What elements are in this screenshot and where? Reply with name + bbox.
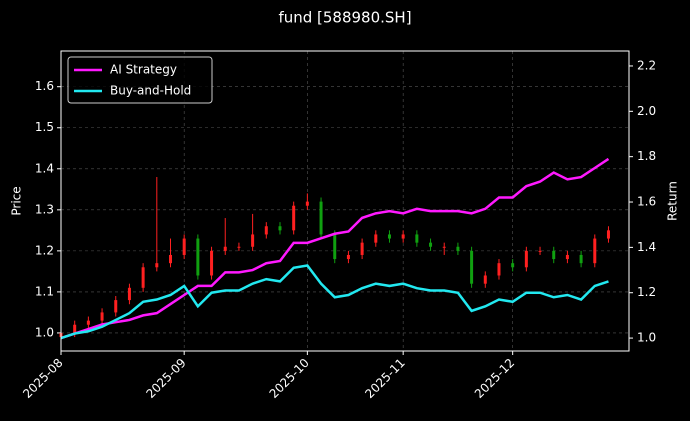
y2-tick-label: 1.2 <box>637 285 656 299</box>
candle-body <box>73 324 77 333</box>
legend: AI Strategy Buy-and-Hold <box>67 56 213 104</box>
candle-body <box>470 250 474 284</box>
candle-body <box>593 238 597 264</box>
plot-frame <box>60 50 630 352</box>
candle-body <box>387 234 391 239</box>
candle-body <box>538 250 542 252</box>
y-tick-label: 1.5 <box>35 120 54 134</box>
candle-body <box>456 246 460 251</box>
candle-body <box>346 254 350 260</box>
y-tick-label: 1.3 <box>35 202 54 216</box>
y-tick-label: 1.1 <box>35 284 54 298</box>
series-line <box>60 264 609 340</box>
legend-label: Buy-and-Hold <box>110 84 191 98</box>
candle-body <box>429 242 433 247</box>
candle-body <box>114 300 118 313</box>
series-line <box>60 157 610 340</box>
candle-body <box>155 263 159 268</box>
candle-body <box>182 238 186 255</box>
candle-body <box>141 267 145 288</box>
chart-title: fund [588980.SH] <box>278 9 411 27</box>
y-tick-label: 1.2 <box>35 243 54 257</box>
candle-body <box>237 246 241 248</box>
candle-body <box>305 201 309 206</box>
y2-tick-label: 1.6 <box>637 195 656 209</box>
y2-tick-label: 1.8 <box>637 149 656 163</box>
legend-box <box>67 56 213 104</box>
candle-body <box>511 263 515 268</box>
candle-body <box>524 250 528 268</box>
candle-body <box>210 250 214 276</box>
candle-body <box>319 201 323 235</box>
candle-body <box>552 250 556 260</box>
candle-body <box>401 234 405 239</box>
candle-body <box>565 254 569 260</box>
y2-axis-label: Return <box>666 181 680 221</box>
candle-body <box>292 205 296 231</box>
candle-body <box>278 226 282 231</box>
legend-label: AI Strategy <box>110 63 177 77</box>
candle-body <box>86 320 90 325</box>
y-tick-label: 1.6 <box>35 79 54 93</box>
candle-body <box>579 254 583 264</box>
y-tick-label: 1.4 <box>35 161 54 175</box>
candle-body <box>333 234 337 260</box>
candle-body <box>415 234 419 243</box>
y2-tick-label: 1.4 <box>637 240 656 254</box>
candle-body <box>374 234 378 243</box>
y-tick-label: 1.0 <box>35 325 54 339</box>
candle-body <box>497 263 501 276</box>
candle-body <box>100 312 104 321</box>
y-axis-label: Price <box>10 186 24 215</box>
candle-body <box>360 242 364 255</box>
y2-tick-label: 2.2 <box>637 58 656 72</box>
candle-body <box>483 275 487 284</box>
candle-body <box>264 226 268 235</box>
candle-body <box>251 234 255 247</box>
candle-body <box>606 230 610 239</box>
y2-tick-label: 1.0 <box>637 331 656 345</box>
candle-body <box>223 246 227 251</box>
candle-body <box>168 254 172 264</box>
y2-tick-label: 2.0 <box>637 104 656 118</box>
candle-body <box>442 246 446 248</box>
candle-body <box>127 287 131 301</box>
candle-body <box>196 238 200 276</box>
